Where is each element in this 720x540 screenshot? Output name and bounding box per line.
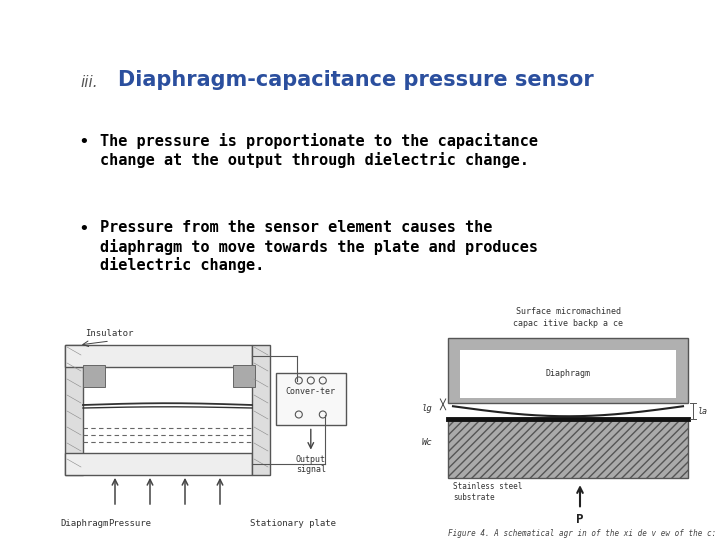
Text: capac itive backp a ce: capac itive backp a ce (513, 319, 623, 328)
Text: P: P (576, 513, 584, 526)
Text: Diaphragm: Diaphragm (60, 519, 109, 528)
Bar (448, 420, 688, 478)
Bar (65, 345, 83, 475)
Text: Wc: Wc (421, 438, 432, 447)
Bar (65, 345, 252, 367)
Text: iii.: iii. (80, 75, 98, 90)
Bar (460, 350, 676, 399)
Bar (276, 373, 346, 424)
Text: dielectric change.: dielectric change. (100, 258, 264, 273)
Text: Diaphragm: Diaphragm (546, 369, 590, 379)
Text: lg: lg (421, 404, 432, 413)
Text: •: • (78, 220, 89, 238)
Bar (83, 365, 105, 387)
Text: la: la (698, 407, 708, 416)
Bar (252, 345, 270, 475)
Text: The pressure is proportionate to the capacitance: The pressure is proportionate to the cap… (100, 133, 538, 149)
Text: Conver-ter: Conver-ter (286, 387, 336, 395)
Text: change at the output through dielectric change.: change at the output through dielectric … (100, 152, 529, 168)
Text: •: • (78, 133, 89, 151)
Text: Figure 4. A schematical agr in of the xi de v ew of the c: pacitive
pre ss ure s: Figure 4. A schematical agr in of the xi… (448, 529, 720, 540)
Text: Pressure: Pressure (109, 519, 151, 528)
Bar (448, 338, 688, 403)
Text: Stainless steel
substrate: Stainless steel substrate (453, 482, 523, 502)
Text: Output
signal: Output signal (296, 455, 325, 474)
Text: diaphragm to move towards the plate and produces: diaphragm to move towards the plate and … (100, 239, 538, 255)
Text: Stationary plate: Stationary plate (250, 519, 336, 528)
Bar (233, 365, 255, 387)
Text: Insulator: Insulator (85, 329, 133, 338)
Text: Surface micromachined: Surface micromachined (516, 307, 621, 316)
Bar (65, 453, 252, 475)
Text: Diaphragm-capacitance pressure sensor: Diaphragm-capacitance pressure sensor (118, 70, 594, 90)
Text: Pressure from the sensor element causes the: Pressure from the sensor element causes … (100, 220, 492, 235)
